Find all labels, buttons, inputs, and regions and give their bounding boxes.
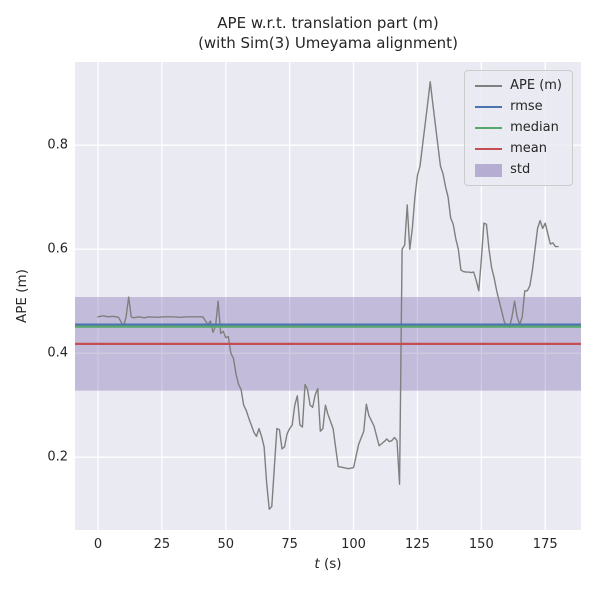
legend-item-median: median — [475, 120, 562, 136]
legend-line-swatch — [475, 106, 503, 108]
legend-item-mean: mean — [475, 141, 562, 157]
legend-label: APE (m) — [510, 78, 562, 93]
x-axis-label-variable: t — [314, 556, 320, 572]
x-axis-label-unit: (s) — [319, 556, 342, 572]
y-tick-label: 0.2 — [47, 449, 68, 465]
chart-title: APE w.r.t. translation part (m) — [217, 14, 439, 32]
legend-line-swatch — [475, 85, 503, 87]
x-tick-label: 50 — [217, 537, 235, 552]
legend-item-std: std — [475, 162, 562, 178]
plot-canvas — [75, 62, 581, 530]
legend-label: median — [510, 120, 559, 135]
x-tick-label: 75 — [281, 537, 298, 552]
x-axis-label: t (s) — [75, 556, 581, 572]
legend: APE (m) rmse median mean std — [464, 70, 573, 186]
legend-label: mean — [510, 141, 547, 156]
y-tick-label: 0.4 — [47, 345, 68, 361]
x-tick-label: 100 — [341, 537, 366, 552]
chart-subtitle: (with Sim(3) Umeyama alignment) — [198, 33, 458, 52]
chart-title-block: APE w.r.t. translation part (m) (with Si… — [75, 14, 581, 53]
y-axis-label: APE (m) — [14, 269, 30, 323]
x-tick-label: 125 — [405, 537, 430, 552]
x-tick-label: 150 — [468, 537, 494, 552]
x-tick-label: 25 — [153, 537, 171, 552]
ape-line — [97, 81, 559, 510]
x-tick-label: 0 — [93, 537, 103, 552]
y-tick-label: 0.6 — [47, 241, 68, 257]
legend-label: std — [510, 162, 531, 177]
legend-line-swatch — [475, 127, 503, 129]
legend-item-ape-m-: APE (m) — [475, 78, 562, 94]
legend-label: rmse — [510, 99, 543, 114]
legend-patch-swatch — [475, 163, 503, 177]
x-tick-label: 175 — [532, 537, 558, 552]
legend-item-rmse: rmse — [475, 99, 562, 115]
y-tick-label: 0.8 — [47, 137, 68, 153]
legend-line-swatch — [475, 148, 503, 150]
